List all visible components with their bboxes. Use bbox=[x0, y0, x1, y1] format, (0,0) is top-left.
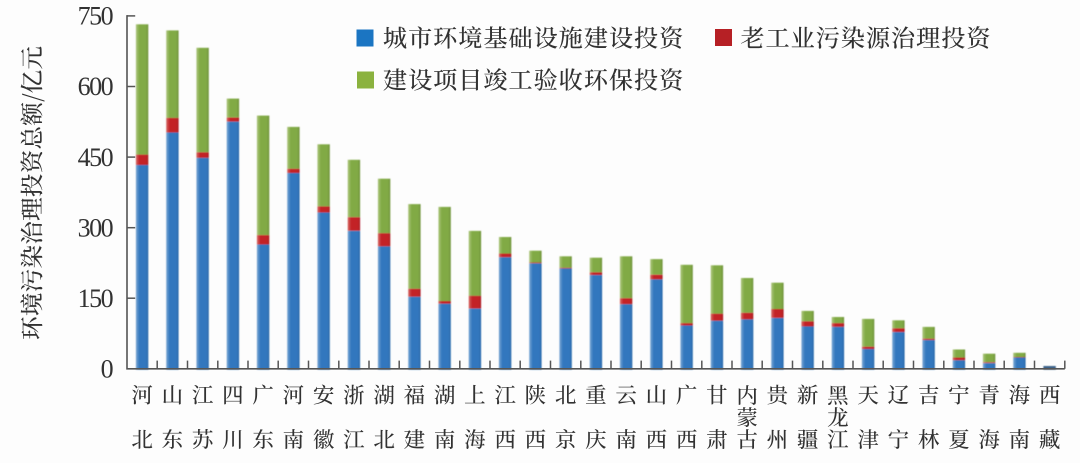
svg-text:300: 300 bbox=[78, 213, 114, 242]
svg-text:150: 150 bbox=[78, 284, 114, 313]
svg-text:0: 0 bbox=[101, 355, 114, 384]
svg-text:450: 450 bbox=[78, 143, 114, 172]
svg-text:750: 750 bbox=[78, 2, 114, 31]
svg-text:600: 600 bbox=[78, 72, 114, 101]
